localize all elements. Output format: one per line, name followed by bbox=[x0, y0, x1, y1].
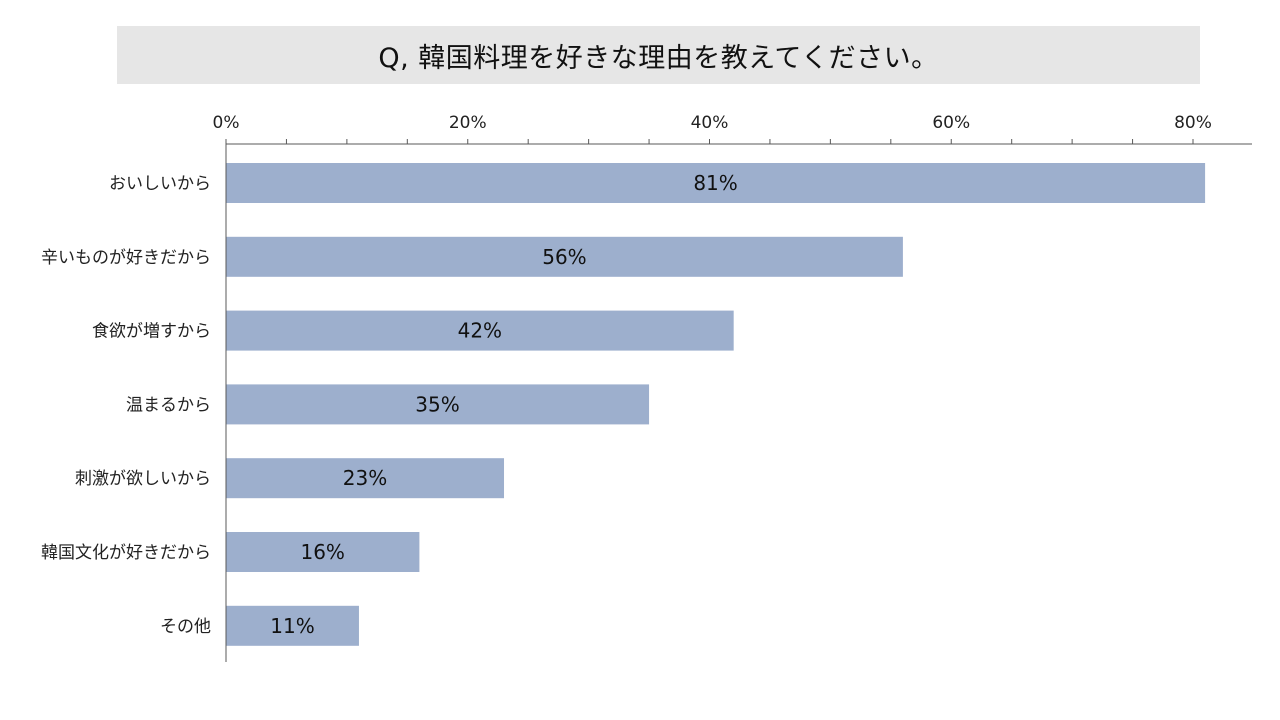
category-label: その他 bbox=[160, 617, 211, 637]
x-tick-label: 20% bbox=[449, 113, 487, 133]
data-label: 16% bbox=[300, 540, 344, 564]
category-label: 辛いものが好きだから bbox=[41, 248, 211, 268]
bar bbox=[226, 384, 650, 425]
data-label: 81% bbox=[693, 171, 737, 195]
bar bbox=[226, 163, 1206, 203]
category-label: 韓国文化が好きだから bbox=[41, 543, 211, 563]
x-tick-label: 60% bbox=[932, 113, 970, 133]
bar bbox=[226, 310, 734, 351]
data-label: 11% bbox=[270, 614, 314, 638]
bar bbox=[226, 532, 420, 572]
category-label: 食欲が増すから bbox=[92, 322, 211, 342]
category-label: 刺激が欲しいから bbox=[75, 469, 211, 489]
data-label: 56% bbox=[542, 245, 586, 269]
x-tick-label: 40% bbox=[691, 113, 729, 133]
bar bbox=[226, 236, 903, 277]
data-label: 42% bbox=[458, 319, 502, 343]
chart-title: Q, 韓国料理を好きな理由を教えてください。 bbox=[378, 42, 939, 74]
data-label: 35% bbox=[415, 392, 459, 416]
bar bbox=[226, 605, 359, 646]
bar bbox=[226, 458, 505, 499]
x-tick-label: 0% bbox=[213, 113, 240, 133]
data-label: 23% bbox=[343, 466, 387, 490]
category-label: 温まるから bbox=[126, 395, 211, 415]
category-label: おいしいから bbox=[109, 174, 211, 194]
chart-title-box: Q, 韓国料理を好きな理由を教えてください。 bbox=[117, 26, 1200, 84]
x-tick-label: 80% bbox=[1174, 113, 1212, 133]
